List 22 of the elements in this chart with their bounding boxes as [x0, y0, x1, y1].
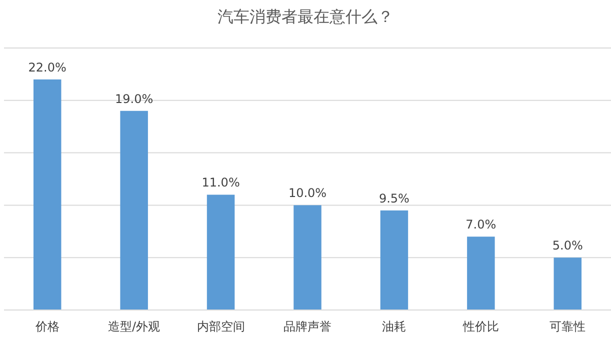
data-label: 10.0%: [288, 186, 327, 200]
x-tick-label: 可靠性: [550, 320, 586, 334]
data-label: 5.0%: [552, 238, 583, 253]
data-label: 11.0%: [202, 176, 240, 190]
x-tick-label: 油耗: [382, 320, 406, 334]
bar: [467, 236, 495, 310]
bar: [33, 79, 62, 310]
bar: [206, 194, 235, 310]
x-tick-label: 性价比: [462, 320, 499, 334]
x-tick-label: 品牌声誉: [284, 320, 332, 334]
bar: [554, 258, 582, 310]
data-label: 7.0%: [466, 218, 496, 232]
data-label: 19.0%: [115, 92, 154, 106]
x-tick-label: 内部空间: [196, 320, 245, 334]
chart-title: 汽车消费者最在意什么？: [218, 7, 394, 26]
data-label: 9.5%: [378, 191, 410, 206]
bar: [294, 205, 322, 310]
bar: [120, 110, 148, 310]
data-label: 22.0%: [28, 60, 66, 74]
x-tick-label: 价格: [34, 320, 60, 334]
x-tick-label: 造型/外观: [108, 320, 160, 334]
bar: [380, 210, 408, 310]
